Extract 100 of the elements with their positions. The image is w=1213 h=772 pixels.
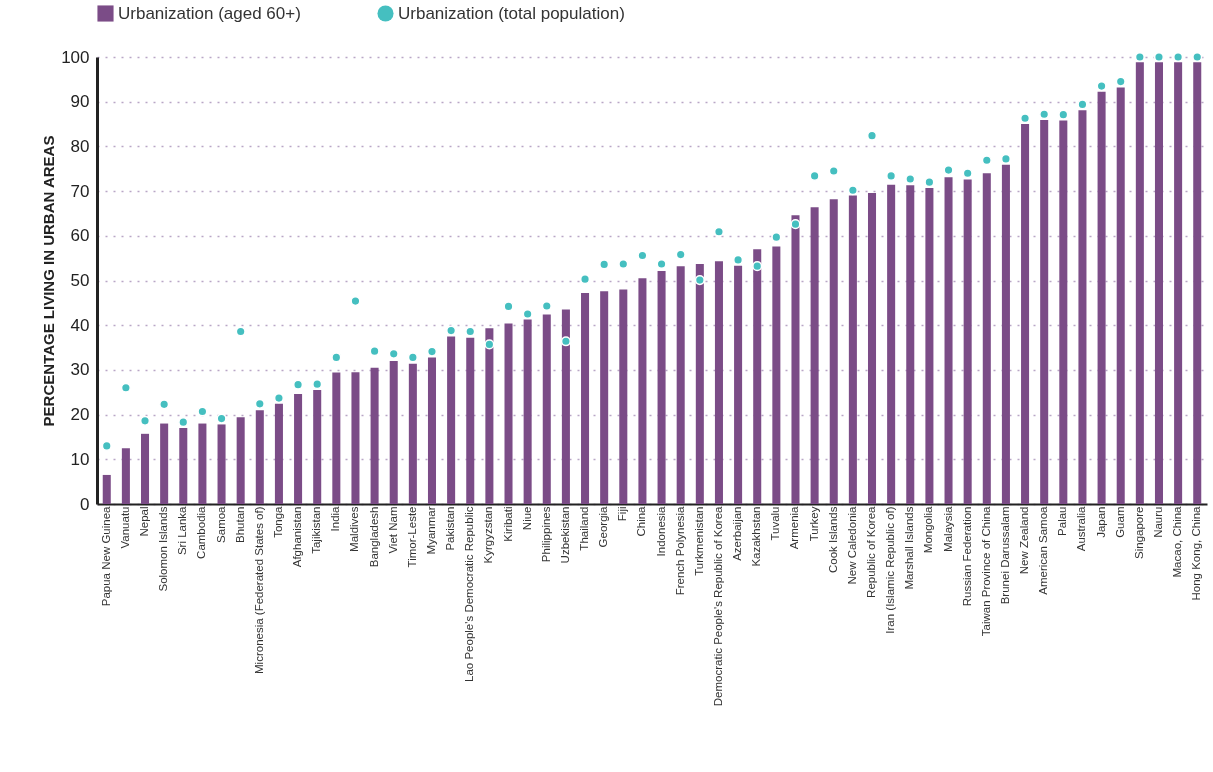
bar [657,271,666,504]
x-tick-label: Papua New Guinea [99,505,112,607]
y-tick-label: 0 [80,494,90,514]
bar [810,207,819,504]
bar [179,428,188,504]
x-tick-label: Iran (Islamic Republic of) [884,506,897,634]
bar [1116,87,1125,504]
x-tick-label: Azerbaijan [731,506,744,561]
bar [1040,120,1049,504]
x-tick-label: Fiji [616,506,629,522]
x-tick-label: Micronesia (Federated States of) [252,506,265,674]
bar [1193,62,1202,504]
x-tick-label: Turkmenistan [692,506,705,576]
x-tick-label: Timor-Leste [405,506,418,568]
bar [944,177,953,504]
x-tick-label: Brunei Darussalam [998,506,1011,605]
x-tick-label: Tonga [271,505,284,538]
point [962,168,973,179]
y-tick-label: 20 [70,405,90,425]
bar [772,246,781,504]
x-tick-label: Republic of Korea [865,505,878,598]
bar [1078,110,1087,504]
legend-label: Urbanization (aged 60+) [118,3,301,23]
x-tick-label: Sri Lanka [176,505,189,556]
x-tick-label: Bangladesh [367,506,380,568]
x-tick-label: Russian Federation [960,506,973,607]
bar [370,367,379,504]
x-tick-label: Maldives [348,506,361,552]
bar [1059,120,1068,504]
bar [867,192,877,504]
bar [848,195,857,504]
x-tick-label: Afghanistan [291,506,304,568]
bar [102,474,111,504]
x-tick-label: Lao People's Democratic Republic [463,506,476,682]
x-tick-label: Georgia [597,505,610,548]
x-tick-label: Nauru [1151,506,1164,538]
y-tick-label: 90 [70,92,90,112]
bar [255,410,264,504]
x-tick-label: Indonesia [654,505,667,557]
y-tick-label: 60 [70,226,90,246]
x-tick-label: Japan [1094,506,1107,538]
bar [753,249,762,504]
bar [695,263,704,504]
x-tick-label: Tuvalu [769,506,782,541]
bar [427,357,437,504]
point [752,261,763,272]
y-tick-label: 40 [70,315,90,335]
bar [887,184,896,504]
bar [160,423,169,504]
point [694,274,705,286]
bar [1097,91,1106,504]
bar [561,309,570,504]
x-tick-label: Bhutan [233,506,246,543]
x-tick-label: French Polynesia [673,505,686,596]
bar [581,293,590,504]
bar [313,390,322,504]
x-tick-label: Macao, China [1171,505,1184,578]
bar [600,291,609,504]
bar [447,336,456,504]
y-tick-label: 70 [70,181,90,201]
point [484,339,495,350]
x-tick-label: Cambodia [195,505,208,559]
x-tick-label: Kazakhstan [750,506,763,567]
bar [198,423,207,504]
x-tick-label: Niue [520,506,533,531]
bar [1021,124,1030,504]
x-tick-label: Marshall Islands [903,506,916,590]
x-tick-label: New Zealand [1018,506,1031,575]
point [216,413,227,424]
legend-label: Urbanization (total population) [398,3,625,23]
bar [1154,62,1163,504]
x-tick-label: Pakistan [444,506,457,551]
y-tick-label: 30 [70,360,90,380]
x-tick-label: Malaysia [941,505,954,552]
y-axis-title: PERCENTAGE LIVING IN URBAN AREAS [40,135,58,427]
bar [408,363,417,504]
bar [294,394,303,504]
x-tick-label: Vanuatu [118,506,131,549]
bar [734,265,743,504]
x-tick-label: Palau [1056,506,1069,536]
x-tick-label: Uzbekistan [558,506,571,564]
x-tick-label: Myanmar [424,506,437,555]
x-tick-label: Philippines [539,506,552,563]
bar [829,199,838,504]
bar [523,319,532,504]
x-tick-label: Taiwan Province of China [979,505,992,637]
y-tick-label: 80 [70,136,90,156]
bar [351,372,360,504]
x-tick-label: American Samoa [1037,505,1050,595]
x-tick-label: Solomon Islands [157,506,170,592]
bar [274,403,283,504]
x-tick-label: Mongolia [922,505,935,554]
x-tick-label: Viet Nam [386,506,399,554]
x-tick-label: Armenia [788,505,801,550]
bar [619,289,628,504]
bar [236,417,245,504]
bar [791,215,800,504]
x-tick-label: Samoa [214,505,227,543]
bar [676,266,685,504]
bar [504,323,513,504]
